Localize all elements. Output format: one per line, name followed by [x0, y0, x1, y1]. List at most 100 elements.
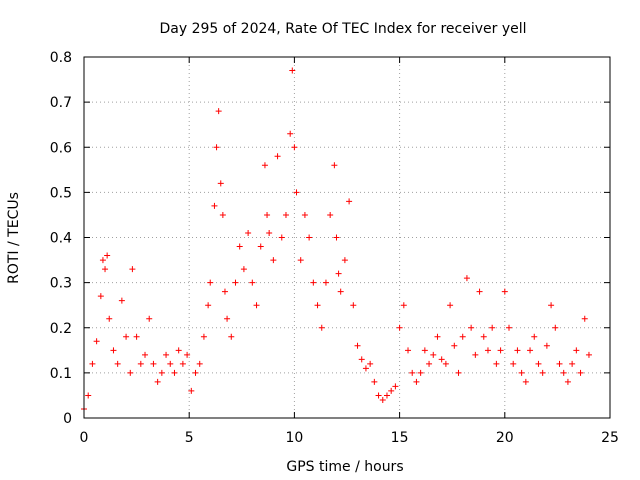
data-point — [447, 302, 454, 309]
data-point — [335, 270, 342, 277]
data-point — [207, 279, 214, 286]
data-point — [569, 360, 576, 367]
data-point — [514, 347, 521, 354]
data-point — [331, 162, 338, 169]
data-point — [413, 378, 420, 385]
data-point — [379, 396, 386, 403]
data-points — [81, 67, 592, 412]
data-point — [552, 324, 559, 331]
data-point — [289, 67, 296, 74]
x-axis-label: GPS time / hours — [286, 459, 403, 475]
data-point — [556, 360, 563, 367]
data-point — [236, 243, 243, 250]
data-point — [510, 360, 517, 367]
grid-lines — [84, 57, 610, 418]
data-point — [543, 342, 550, 349]
data-point — [133, 333, 140, 340]
data-point — [322, 279, 329, 286]
data-point — [585, 351, 592, 358]
data-point — [200, 333, 207, 340]
data-point — [480, 333, 487, 340]
data-point — [127, 369, 134, 376]
data-point — [158, 369, 165, 376]
y-tick-label: 0 — [63, 411, 72, 427]
data-point — [354, 342, 361, 349]
x-tick-label: 20 — [496, 430, 514, 446]
data-point — [577, 369, 584, 376]
data-point — [527, 347, 534, 354]
data-point — [245, 229, 252, 236]
data-point — [217, 180, 224, 187]
data-point — [179, 360, 186, 367]
data-point — [297, 257, 304, 264]
data-point — [539, 369, 546, 376]
data-point — [253, 302, 260, 309]
data-point — [573, 347, 580, 354]
x-tick-label: 25 — [601, 430, 619, 446]
data-point — [405, 347, 412, 354]
data-point — [581, 315, 588, 322]
data-point — [506, 324, 513, 331]
data-point — [175, 347, 182, 354]
data-point — [221, 288, 228, 295]
data-point — [264, 211, 271, 218]
y-tick-label: 0.1 — [50, 366, 72, 382]
data-point — [421, 347, 428, 354]
data-point — [367, 360, 374, 367]
data-point — [388, 387, 395, 394]
data-point — [266, 229, 273, 236]
data-point — [114, 360, 121, 367]
data-point — [167, 360, 174, 367]
y-tick-label: 0.5 — [50, 185, 72, 201]
data-point — [99, 257, 106, 264]
data-point — [89, 360, 96, 367]
axis-ticks: 0 5 10 15 20 25 0 0.1 0.2 0.3 0.4 0.5 0.6 0.7 0.8 — [50, 50, 619, 446]
data-point — [278, 234, 285, 241]
data-point — [196, 360, 203, 367]
y-tick-label: 0.3 — [50, 276, 72, 292]
data-point — [463, 275, 470, 282]
data-point — [333, 234, 340, 241]
data-point — [110, 347, 117, 354]
data-point — [362, 365, 369, 372]
data-point — [192, 369, 199, 376]
y-tick-label: 0.6 — [50, 140, 72, 156]
data-point — [396, 324, 403, 331]
y-axis-label: ROTI / TECUs — [6, 192, 22, 284]
data-point — [314, 302, 321, 309]
data-point — [261, 162, 268, 169]
data-point — [438, 356, 445, 363]
data-point — [249, 279, 256, 286]
y-tick-label: 0.7 — [50, 95, 72, 111]
data-point — [257, 243, 264, 250]
data-point — [293, 189, 300, 196]
data-point — [306, 234, 313, 241]
data-point — [154, 378, 161, 385]
data-point — [93, 338, 100, 345]
data-point — [228, 333, 235, 340]
data-point — [118, 297, 125, 304]
data-point — [484, 347, 491, 354]
data-point — [371, 378, 378, 385]
data-point — [337, 288, 344, 295]
data-point — [188, 387, 195, 394]
data-point — [472, 351, 479, 358]
data-point — [493, 360, 500, 367]
data-point — [318, 324, 325, 331]
data-point — [150, 360, 157, 367]
data-point — [442, 360, 449, 367]
data-point — [137, 360, 144, 367]
data-point — [341, 257, 348, 264]
data-point — [327, 211, 334, 218]
data-point — [123, 333, 130, 340]
data-point — [497, 347, 504, 354]
data-point — [219, 211, 226, 218]
data-point — [215, 108, 222, 115]
data-point — [232, 279, 239, 286]
x-tick-label: 15 — [391, 430, 409, 446]
data-point — [301, 211, 308, 218]
data-point — [282, 211, 289, 218]
data-point — [346, 198, 353, 205]
x-tick-label: 0 — [80, 430, 89, 446]
